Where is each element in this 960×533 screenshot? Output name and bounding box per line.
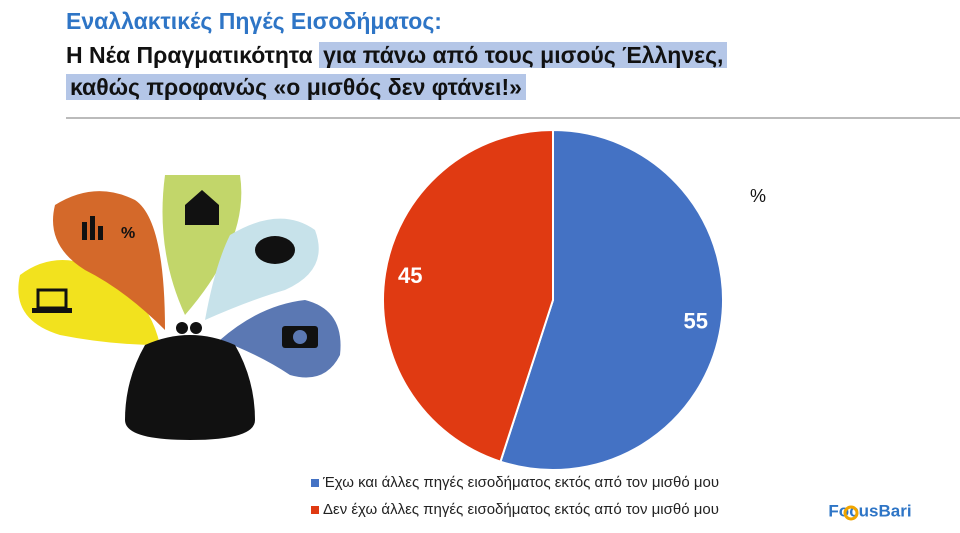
subtitle-highlight: για πάνω από τους μισούς Έλληνες, <box>319 42 728 68</box>
legend-label: Έχω και άλλες πηγές εισοδήματος εκτός απ… <box>322 474 719 491</box>
pie-slice <box>499 128 724 471</box>
legend-swatch <box>311 479 319 487</box>
svg-text:%: % <box>121 225 135 242</box>
logo-icon <box>843 505 859 521</box>
pie-slice <box>381 128 554 463</box>
data-label: 55 <box>683 308 707 333</box>
title: Εναλλακτικές Πηγές Εισοδήματος: <box>66 8 442 34</box>
unit-label: % <box>750 186 766 206</box>
data-label: 45 <box>398 263 422 288</box>
subtitle-highlight: καθώς προφανώς «ο μισθός δεν φτάνει!» <box>66 74 526 100</box>
legend-swatch <box>311 506 319 514</box>
illustration: % <box>18 175 341 440</box>
subtitle-line: καθώς προφανώς «ο μισθός δεν φτάνει!» <box>66 74 526 101</box>
legend-label: Δεν έχω άλλες πηγές εισοδήματος εκτός απ… <box>323 501 719 518</box>
logo: FocusBari <box>828 501 911 520</box>
subtitle-part: Η Νέα Πραγματικότητα <box>66 42 313 68</box>
subtitle-line: Η Νέα Πραγματικότητα για πάνω από τους μ… <box>66 42 728 69</box>
